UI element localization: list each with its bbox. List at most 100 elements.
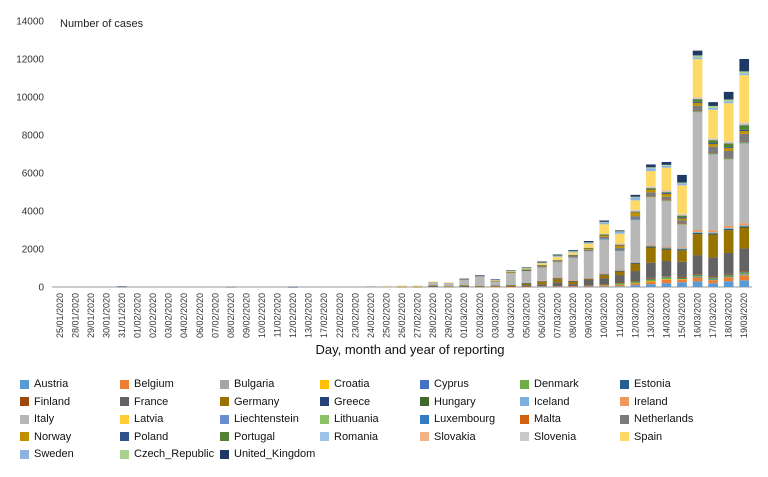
- bar-segment-slovenia: [646, 186, 656, 188]
- bar-segment-croatia: [661, 279, 672, 280]
- legend-item: Denmark: [520, 378, 579, 390]
- bar-segment-czech-republic: [692, 55, 703, 58]
- bar-segment-france: [630, 271, 641, 281]
- bar-segment-greece: [723, 229, 734, 231]
- legend-label: France: [134, 395, 169, 408]
- bar-segment-netherlands: [614, 248, 625, 251]
- bar-segment-slovenia: [692, 97, 703, 99]
- bar-segment-denmark: [739, 272, 750, 275]
- bar-segment-france: [739, 248, 750, 272]
- bar-segment-iceland: [723, 227, 734, 229]
- legend-swatch: [220, 414, 229, 424]
- bar-segment-czech-republic: [537, 262, 547, 264]
- legend-item: Ireland: [620, 396, 668, 408]
- bar-segment-netherlands: [583, 249, 594, 252]
- bar-segment-france: [677, 261, 687, 277]
- bar-segment-czech-republic: [521, 268, 532, 269]
- legend-item: Romania: [320, 431, 378, 443]
- bar-segment-united-kingdom: [288, 286, 298, 288]
- bar-segment-malta: [661, 199, 672, 201]
- bar-segment-greece: [677, 249, 687, 251]
- legend-item: Latvia: [120, 413, 163, 425]
- bar-segment-united-kingdom: [506, 270, 516, 271]
- bar-segment-sweden: [723, 101, 734, 104]
- bar-segment-hungary: [646, 246, 656, 248]
- bar-segment-united-kingdom: [630, 194, 641, 197]
- legend-swatch: [620, 397, 629, 406]
- legend-label: Estonia: [634, 378, 671, 390]
- legend-item: Belgium: [120, 378, 174, 390]
- legend-item: Liechtenstein: [220, 413, 299, 425]
- bar-segment-belgium: [599, 285, 610, 287]
- legend-item: Germany: [220, 396, 279, 408]
- bar-segment-sweden: [646, 168, 656, 172]
- bar-segment-ireland: [661, 246, 672, 248]
- bar-segment-united-kingdom: [646, 164, 656, 168]
- bar-segment-united-kingdom: [692, 50, 703, 56]
- legend-swatch: [20, 432, 29, 441]
- x-tick-label: 11/02/2020: [273, 293, 283, 337]
- bar-segment-portugal: [537, 265, 547, 266]
- bar-segment-poland: [708, 142, 718, 144]
- bar-segment-austria: [568, 286, 578, 288]
- bar-segment-hungary: [739, 226, 750, 227]
- bar-segment-czech-republic: [568, 251, 578, 252]
- bar-segment-italy: [506, 272, 516, 285]
- bar-segment-norway: [630, 212, 641, 217]
- legend-label: Germany: [234, 395, 280, 408]
- bar-segment-lithuania: [661, 200, 672, 201]
- bar-segment-france: [692, 255, 703, 275]
- bar-segment-poland: [599, 234, 610, 236]
- bar-segment-cyprus: [708, 279, 718, 280]
- bar-segment-united-kingdom: [537, 261, 547, 263]
- bar-segment-slovakia: [739, 123, 750, 125]
- bar-segment-france: [521, 285, 532, 287]
- legend-label: Netherlands: [634, 413, 694, 425]
- x-tick-label: 02/03/2020: [475, 293, 485, 338]
- bar-segment-austria: [537, 286, 547, 288]
- bar-segment-greece: [583, 278, 594, 280]
- bar-segment-poland: [661, 192, 672, 194]
- bar-segment-greece: [692, 233, 703, 235]
- bar-segment-germany: [397, 286, 407, 288]
- bar-segment-ireland: [739, 223, 750, 226]
- x-tick-label: 13/02/2020: [304, 293, 314, 338]
- legend-swatch: [220, 432, 229, 441]
- x-tick-label: 24/02/2020: [366, 293, 376, 338]
- bar-segment-denmark: [723, 275, 734, 277]
- legend-item: Netherlands: [620, 413, 693, 425]
- x-tick-label: 10/02/2020: [257, 293, 267, 338]
- bar-segment-germany: [583, 279, 594, 280]
- y-tick-label: 12000: [16, 55, 44, 66]
- bar-segment-slovenia: [583, 247, 594, 249]
- legend-item: Italy: [20, 413, 54, 425]
- x-tick-label: 29/02/2020: [444, 293, 454, 338]
- bar-segment-germany: [723, 230, 734, 253]
- bar-segment-norway: [723, 148, 734, 151]
- bar-segment-germany: [521, 283, 532, 286]
- bar-segment-spain: [412, 285, 423, 287]
- x-tick-label: 19/03/2020: [739, 293, 749, 338]
- bar-segment-netherlands: [537, 266, 547, 268]
- bar-segment-czech-republic: [552, 255, 563, 257]
- bar-segment-slovakia: [708, 139, 718, 140]
- bar-segment-france: [226, 286, 236, 288]
- bar-segment-luxembourg: [630, 218, 641, 220]
- bar-segment-spain: [506, 271, 516, 273]
- legend-swatch: [620, 414, 629, 424]
- bar-segment-luxembourg: [723, 157, 734, 159]
- bar-segment-norway: [552, 260, 563, 262]
- bar-segment-germany: [490, 285, 501, 287]
- bar-segment-sweden: [474, 275, 485, 277]
- bar-segment-ireland: [537, 280, 547, 282]
- bar-segment-portugal: [583, 247, 594, 249]
- bar-segment-netherlands: [677, 220, 687, 224]
- bar-segment-italy: [381, 286, 392, 287]
- bar-segment-netherlands: [708, 146, 718, 153]
- bar-segment-iceland: [739, 225, 750, 227]
- legend-label: Romania: [334, 430, 379, 443]
- bar-segment-slovenia: [739, 122, 750, 124]
- bar-segment-norway: [506, 271, 516, 273]
- bar-segment-belgium: [506, 286, 516, 288]
- bar-segment-slovakia: [661, 191, 672, 193]
